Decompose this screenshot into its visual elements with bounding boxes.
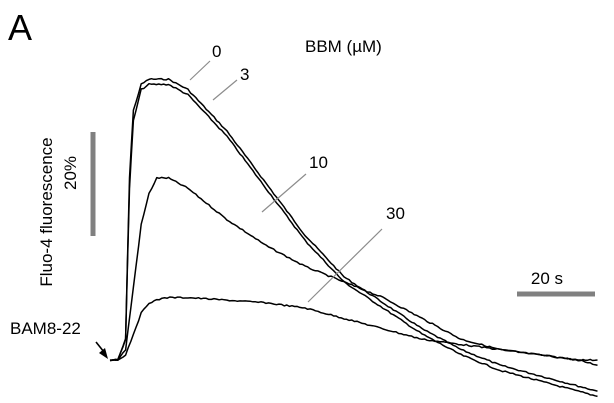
trace-3 bbox=[109, 82, 598, 398]
traces bbox=[109, 77, 598, 398]
stimulus-annotation: BAM8-22 bbox=[10, 319, 81, 338]
leader-10 bbox=[261, 173, 307, 213]
y-axis-label: Fluo-4 fluorescence bbox=[37, 137, 56, 286]
trace-10 bbox=[109, 176, 598, 366]
series-label-3: 3 bbox=[240, 65, 249, 84]
series-label-0: 0 bbox=[212, 42, 221, 61]
legend-title: BBM (µM) bbox=[305, 37, 382, 56]
y-scale-bar-label: 20% bbox=[61, 156, 80, 190]
series-label-10: 10 bbox=[309, 153, 328, 172]
series-labels: 03 10 30 bbox=[212, 42, 405, 223]
leader-30 bbox=[307, 228, 383, 303]
leader-0 bbox=[189, 60, 211, 81]
trace-0 bbox=[109, 77, 598, 392]
panel-label: A bbox=[8, 7, 32, 48]
trace-30 bbox=[109, 296, 598, 362]
x-scale-bar-label: 20 s bbox=[531, 269, 563, 288]
series-label-30: 30 bbox=[386, 204, 405, 223]
leader-3 bbox=[212, 79, 238, 101]
stimulus-arrow bbox=[95, 341, 108, 359]
series-leaders bbox=[189, 60, 383, 303]
